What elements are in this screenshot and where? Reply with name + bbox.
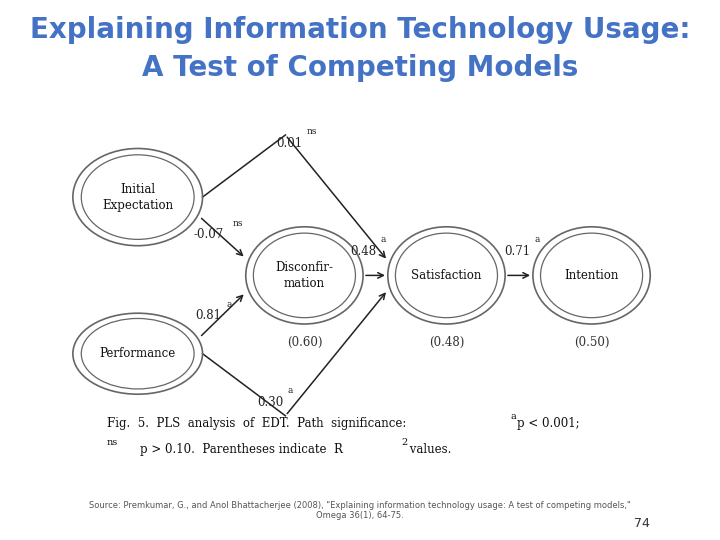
Text: Explaining Information Technology Usage:: Explaining Information Technology Usage: (30, 16, 690, 44)
Text: (0.48): (0.48) (429, 336, 464, 349)
Ellipse shape (395, 233, 498, 318)
Text: (0.60): (0.60) (287, 336, 322, 349)
Ellipse shape (81, 155, 194, 239)
Text: 2: 2 (401, 438, 408, 447)
Text: Performance: Performance (99, 347, 176, 360)
Text: 0.30: 0.30 (257, 396, 284, 409)
Text: (0.50): (0.50) (574, 336, 609, 349)
Text: values.: values. (406, 443, 451, 456)
Text: Intention: Intention (564, 269, 618, 282)
Text: Source: Premkumar, G., and Anol Bhattacherjee (2008), "Explaining information te: Source: Premkumar, G., and Anol Bhattach… (89, 501, 631, 520)
Text: p < 0.001;: p < 0.001; (517, 417, 580, 430)
Text: p > 0.10.  Parentheses indicate  R: p > 0.10. Parentheses indicate R (140, 443, 343, 456)
Text: a: a (226, 300, 231, 308)
Text: ns: ns (107, 438, 118, 447)
Ellipse shape (541, 233, 642, 318)
Text: ns: ns (232, 219, 243, 227)
Text: Satisfaction: Satisfaction (411, 269, 482, 282)
Text: A Test of Competing Models: A Test of Competing Models (142, 53, 578, 82)
Text: Fig.  5.  PLS  analysis  of  EDT.  Path  significance:: Fig. 5. PLS analysis of EDT. Path signif… (107, 417, 414, 430)
Text: a: a (380, 235, 386, 244)
Text: 0.01: 0.01 (276, 137, 302, 150)
Text: Disconfir-
mation: Disconfir- mation (276, 261, 333, 290)
Text: a: a (535, 235, 540, 244)
Text: 0.48: 0.48 (350, 245, 376, 258)
Text: 0.81: 0.81 (196, 309, 222, 322)
Text: Initial
Expectation: Initial Expectation (102, 183, 174, 212)
Ellipse shape (253, 233, 356, 318)
Text: 0.71: 0.71 (505, 245, 531, 258)
Text: 74: 74 (634, 517, 650, 530)
Text: a: a (510, 413, 516, 421)
Ellipse shape (81, 319, 194, 389)
Text: -0.07: -0.07 (194, 228, 224, 241)
Text: ns: ns (306, 127, 317, 136)
Text: a: a (288, 386, 293, 395)
